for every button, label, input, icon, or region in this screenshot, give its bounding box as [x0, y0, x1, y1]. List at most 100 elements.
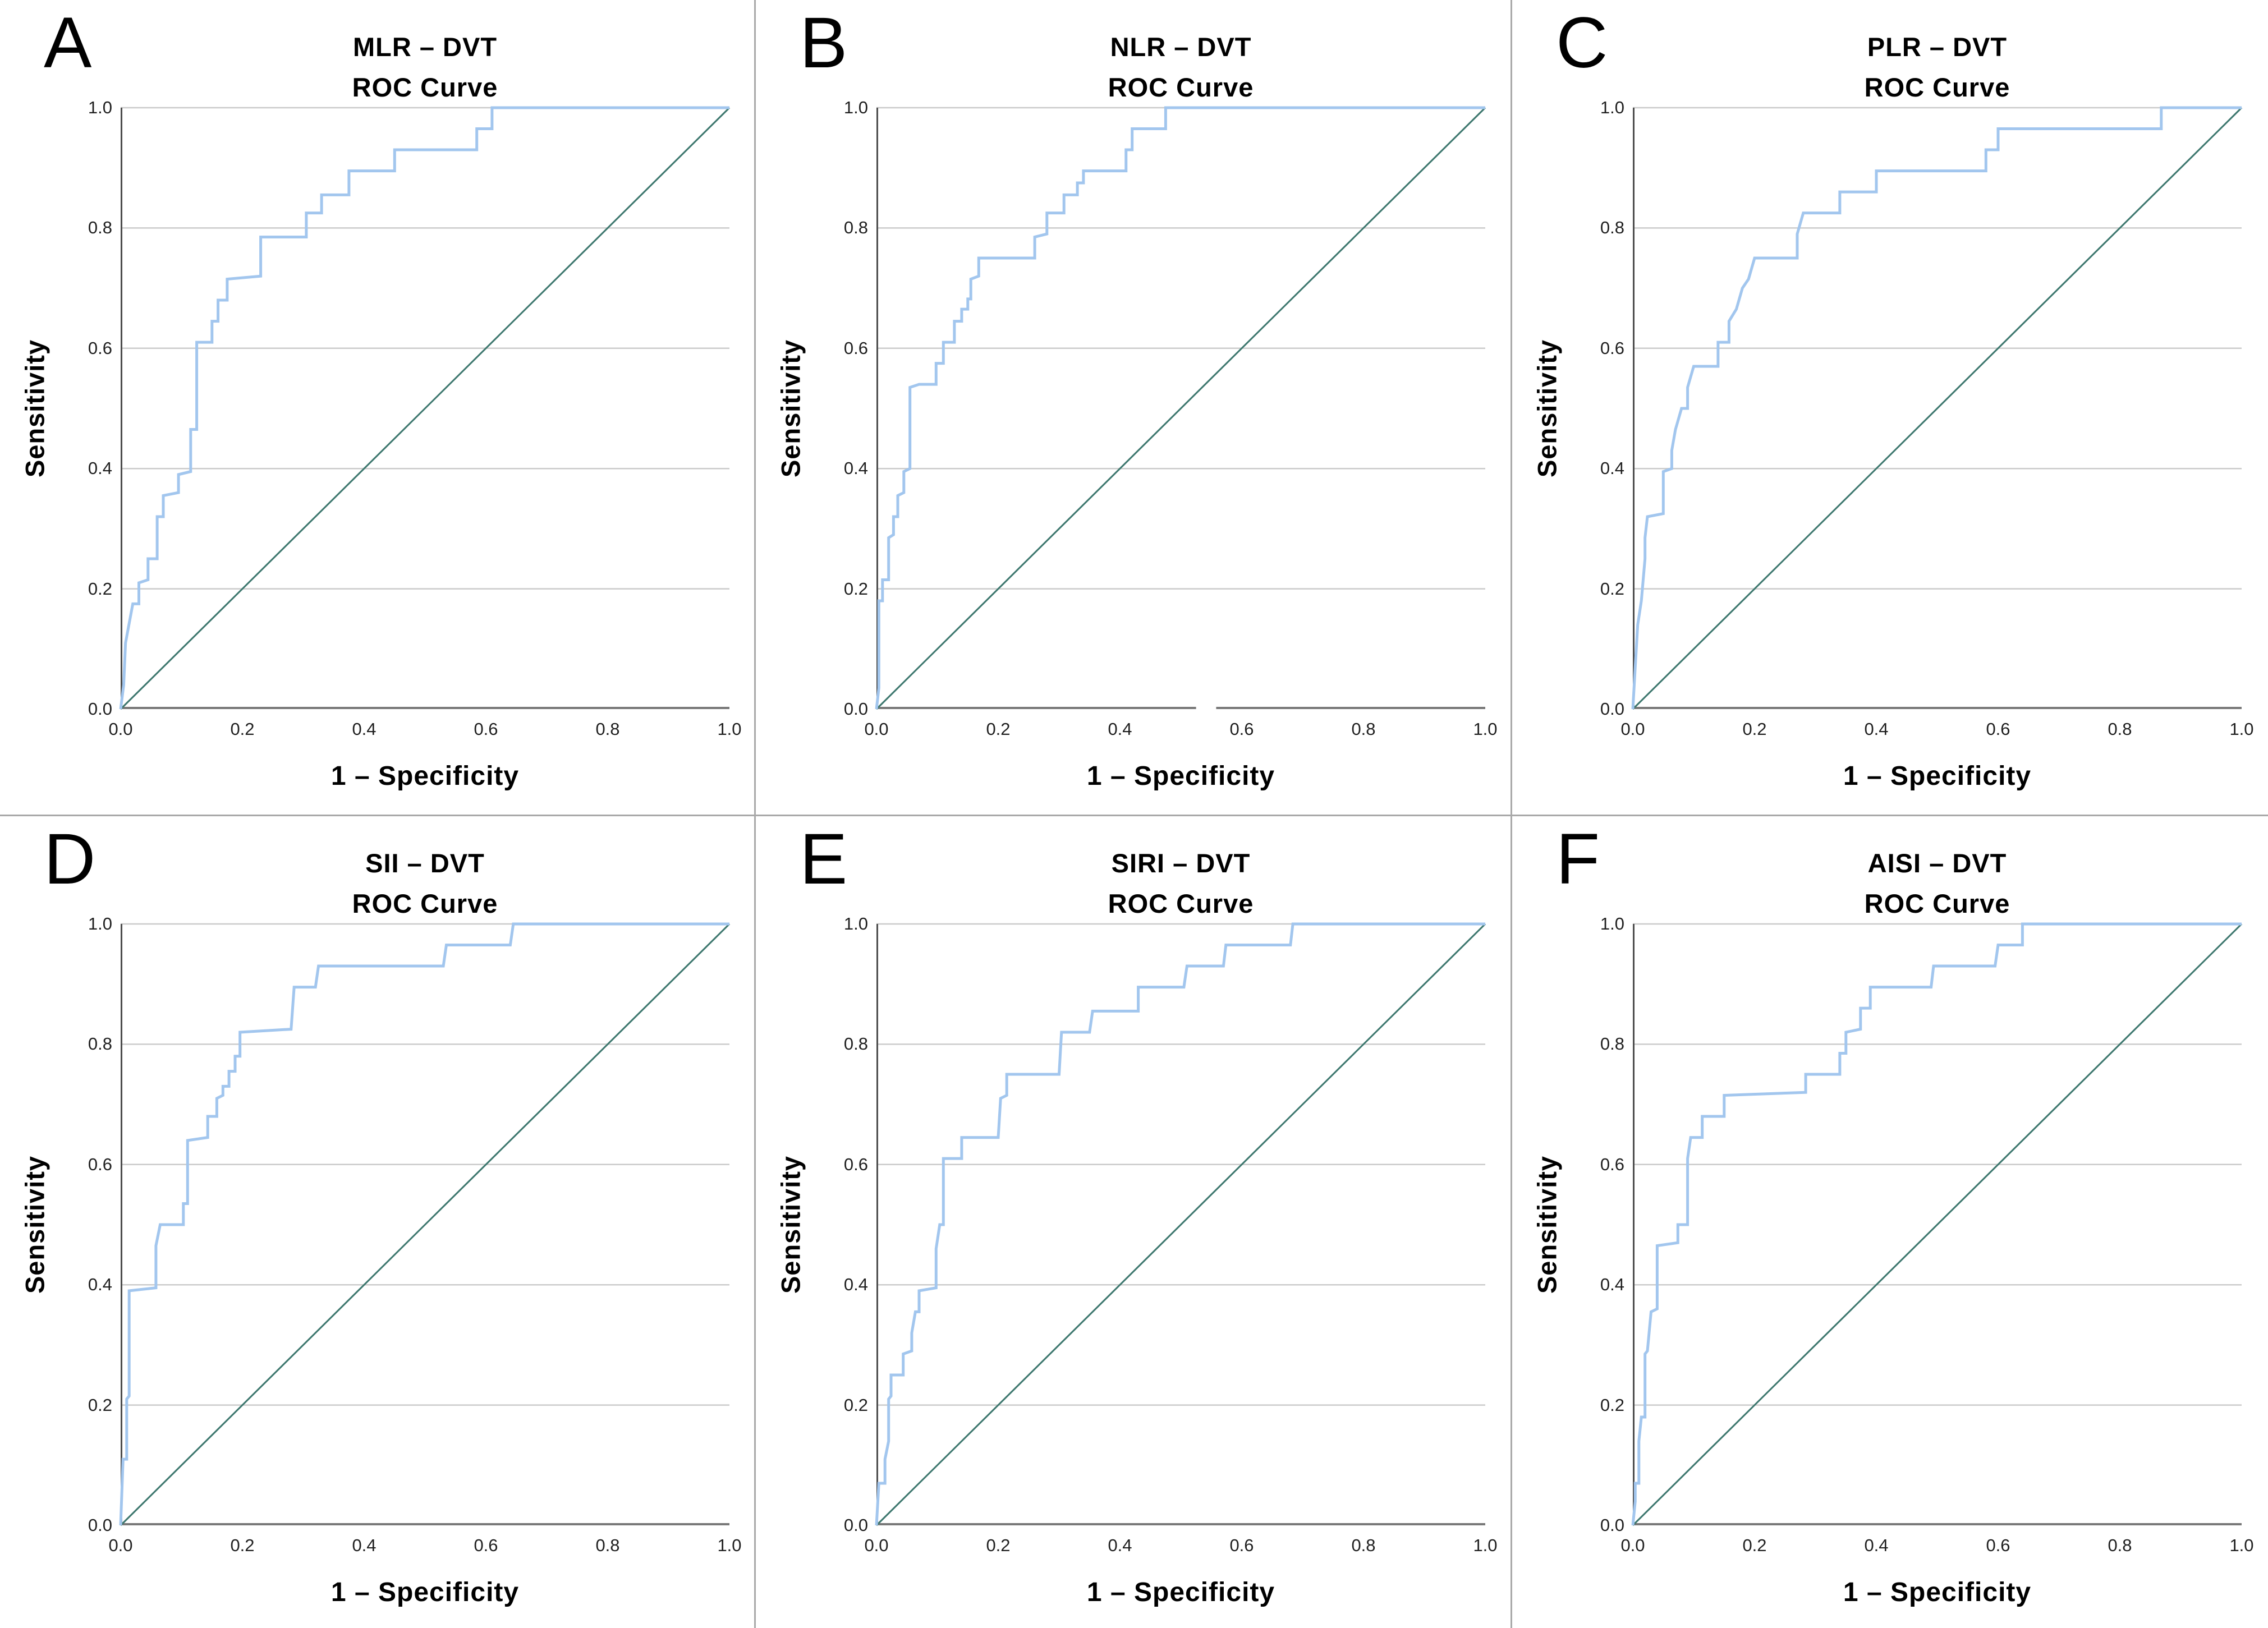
y-tick-label: 0.2: [843, 578, 868, 599]
panel-title: MLR – DVT: [352, 32, 498, 62]
x-tick-label: 0.2: [1742, 719, 1767, 739]
x-tick-label: 0.4: [1864, 1535, 1889, 1555]
x-tick-label: 0.4: [352, 719, 377, 739]
panel-title-block: PLR – DVT ROC Curve: [1627, 27, 2247, 108]
x-tick-label: 0.8: [595, 719, 620, 739]
y-tick-label: 0.6: [88, 338, 112, 358]
x-tick-label: 0.2: [230, 719, 255, 739]
y-tick-label: 0.8: [1600, 1034, 1624, 1054]
y-tick-label: 0.0: [1600, 1515, 1624, 1535]
roc-svg: [119, 922, 731, 1526]
y-axis-label: Sensitivity: [775, 1155, 806, 1294]
x-tick-label: 0.6: [1986, 1535, 2010, 1555]
panel-title-block: SIRI – DVT ROC Curve: [871, 843, 1491, 924]
roc-plot: [1631, 106, 2243, 710]
roc-curve: [875, 106, 1485, 710]
x-axis-label: 1 – Specificity: [330, 761, 520, 791]
y-tick-label: 0.6: [843, 338, 868, 358]
roc-curve: [119, 106, 729, 710]
y-tick-label: 0.8: [843, 1034, 868, 1054]
x-tick-label: 1.0: [717, 719, 742, 739]
roc-plot: [119, 106, 731, 710]
roc-plot: [875, 922, 1486, 1526]
y-axis-label: Sensitivity: [1532, 339, 1562, 478]
y-tick-label: 0.4: [843, 1275, 868, 1295]
y-tick-label: 0.8: [1600, 218, 1624, 238]
y-tick-label: 0.2: [88, 1395, 112, 1415]
x-tick-label: 0.4: [1108, 719, 1132, 739]
y-tick-label: 0.0: [843, 1515, 868, 1535]
y-tick-label: 0.0: [88, 1515, 112, 1535]
x-axis-label: 1 – Specificity: [1086, 1578, 1275, 1607]
x-tick-label: 0.8: [1351, 1535, 1376, 1555]
x-tick-label: 0.6: [474, 719, 498, 739]
chance-diagonal-line: [1632, 107, 2243, 710]
roc-panel-e: E SIRI – DVT ROC Curve Sensitivity 0.0 0.…: [756, 816, 1512, 1628]
y-tick-label: 0.8: [88, 1034, 112, 1054]
roc-plot: [875, 106, 1486, 710]
y-tick-label: 1.0: [1600, 914, 1624, 933]
y-tick-label: 0.2: [843, 1395, 868, 1415]
y-tick-label: 0.4: [1600, 458, 1624, 479]
panel-subtitle: ROC Curve: [1864, 72, 2010, 102]
panel-title: SII – DVT: [365, 848, 485, 878]
y-tick-label: 0.0: [1600, 699, 1624, 719]
panel-title: NLR – DVT: [1110, 32, 1252, 62]
x-tick-label: 0.6: [1229, 1535, 1254, 1555]
y-tick-label: 0.4: [1600, 1275, 1624, 1295]
y-tick-label: 0.6: [1600, 338, 1624, 358]
x-tick-label: 0.6: [1986, 719, 2010, 739]
x-tick-label: 0.6: [1229, 719, 1254, 739]
x-axis-label: 1 – Specificity: [1843, 1578, 2032, 1607]
y-tick-label: 0.6: [88, 1154, 112, 1174]
x-tick-label: 0.4: [352, 1535, 377, 1555]
x-tick-label: 0.0: [864, 1535, 889, 1555]
x-tick-label: 0.6: [474, 1535, 498, 1555]
panel-title-block: AISI – DVT ROC Curve: [1627, 843, 2247, 924]
roc-panel-a: A MLR – DVT ROC Curve Sensitivity 0.0 0.2…: [0, 0, 756, 816]
panel-letter: B: [800, 3, 848, 83]
panel-letter: E: [800, 819, 848, 899]
panel-letter: C: [1556, 3, 1608, 83]
chance-diagonal-line: [875, 923, 1486, 1526]
x-axis-label: 1 – Specificity: [1843, 761, 2032, 791]
y-tick-label: 1.0: [843, 914, 868, 933]
y-tick-label: 0.6: [1600, 1154, 1624, 1174]
y-tick-label: 0.4: [88, 458, 112, 479]
panel-subtitle: ROC Curve: [352, 889, 498, 918]
x-tick-label: 0.4: [1864, 719, 1889, 739]
x-tick-label: 0.8: [2108, 1535, 2132, 1555]
y-tick-label: 0.4: [843, 458, 868, 479]
y-tick-label: 0.0: [88, 699, 112, 719]
panel-title-block: NLR – DVT ROC Curve: [871, 27, 1491, 108]
panel-subtitle: ROC Curve: [1108, 72, 1254, 102]
panel-title: PLR – DVT: [1867, 32, 2008, 62]
roc-svg: [875, 922, 1486, 1526]
y-tick-label: 0.8: [88, 218, 112, 238]
roc-plot: [1631, 922, 2243, 1526]
roc-panel-b: B NLR – DVT ROC Curve Sensitivity 0.0 0.2…: [756, 0, 1512, 816]
y-tick-label: 0.2: [1600, 578, 1624, 599]
roc-svg: [119, 106, 731, 710]
roc-curve: [119, 922, 729, 1526]
y-axis-label: Sensitivity: [20, 339, 50, 478]
y-axis-label: Sensitivity: [20, 1155, 50, 1294]
y-axis-label: Sensitivity: [1532, 1155, 1562, 1294]
panel-subtitle: ROC Curve: [352, 72, 498, 102]
panel-title: SIRI – DVT: [1111, 848, 1251, 878]
x-tick-label: 1.0: [2229, 1535, 2254, 1555]
x-tick-label: 1.0: [717, 1535, 742, 1555]
x-tick-label: 0.0: [864, 719, 889, 739]
chance-diagonal-line: [120, 923, 731, 1526]
roc-curve: [1631, 106, 2242, 710]
chance-diagonal-line: [1632, 923, 2243, 1526]
panel-subtitle: ROC Curve: [1864, 889, 2010, 918]
y-axis-label: Sensitivity: [775, 339, 806, 478]
chance-diagonal-line: [120, 107, 731, 710]
chance-diagonal-line: [875, 107, 1486, 710]
x-axis-label: 1 – Specificity: [1086, 761, 1275, 791]
roc-plot: [119, 922, 731, 1526]
roc-svg: [875, 106, 1486, 710]
x-tick-label: 1.0: [2229, 719, 2254, 739]
